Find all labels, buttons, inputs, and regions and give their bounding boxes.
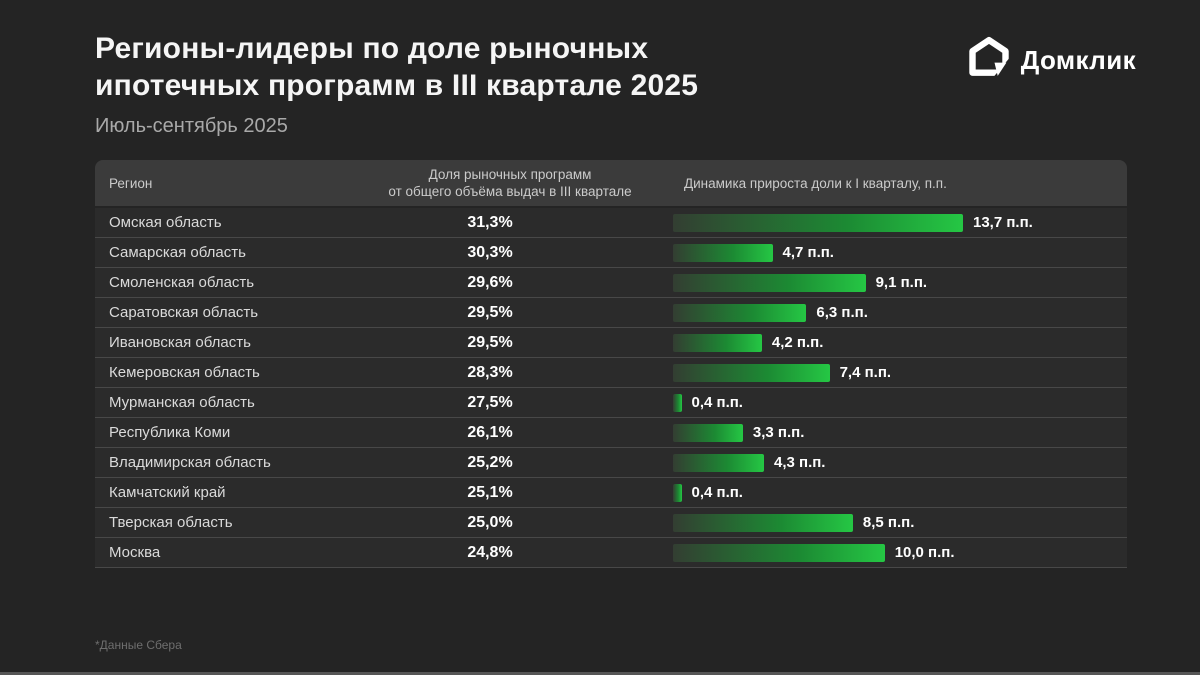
- share-value: 29,5%: [467, 333, 513, 351]
- delta-bar: [673, 273, 866, 292]
- share-value: 31,3%: [467, 213, 513, 231]
- region-name: Республика Коми: [109, 424, 231, 441]
- delta-bar: [673, 483, 682, 502]
- region-name: Ивановская область: [109, 334, 251, 351]
- column-header-region: Регион: [109, 175, 153, 191]
- region-name: Владимирская область: [109, 454, 271, 471]
- share-value: 28,3%: [467, 363, 513, 381]
- delta-bar: [673, 513, 853, 532]
- delta-bar: [673, 543, 885, 562]
- delta-bar-cell: 4,3 п.п.: [605, 453, 1127, 472]
- delta-value: 10,0 п.п.: [894, 544, 955, 561]
- delta-bar-cell: 0,4 п.п.: [605, 483, 1127, 502]
- delta-bar-cell: 0,4 п.п.: [605, 393, 1127, 412]
- table-row: Кемеровская область 28,3% 7,4 п.п.: [95, 358, 1127, 388]
- page-subtitle: Июль-сентябрь 2025: [95, 115, 288, 137]
- table-row: Смоленская область 29,6% 9,1 п.п.: [95, 268, 1127, 298]
- delta-bar-cell: 3,3 п.п.: [605, 423, 1127, 442]
- delta-bar: [673, 243, 773, 262]
- region-name: Смоленская область: [109, 274, 255, 291]
- region-name: Тверская область: [109, 514, 233, 531]
- region-name: Москва: [109, 544, 161, 561]
- share-value: 25,1%: [467, 483, 513, 501]
- column-header-dynamics: Динамика прироста доли к I кварталу, п.п…: [684, 175, 947, 191]
- delta-bar-cell: 10,0 п.п.: [605, 543, 1127, 562]
- table-row: Омская область 31,3% 13,7 п.п.: [95, 208, 1127, 238]
- table-row: Тверская область 25,0% 8,5 п.п.: [95, 508, 1127, 538]
- table-row: Владимирская область 25,2% 4,3 п.п.: [95, 448, 1127, 478]
- delta-bar: [673, 453, 764, 472]
- delta-bar: [673, 333, 762, 352]
- delta-bar: [673, 363, 830, 382]
- share-value: 27,5%: [467, 393, 513, 411]
- delta-value: 8,5 п.п.: [862, 514, 915, 531]
- delta-bar-cell: 4,7 п.п.: [605, 243, 1127, 262]
- delta-value: 4,7 п.п.: [782, 244, 834, 261]
- delta-value: 7,4 п.п.: [839, 364, 892, 381]
- region-name: Кемеровская область: [109, 364, 260, 381]
- region-name: Самарская область: [109, 244, 246, 261]
- delta-value: 4,2 п.п.: [771, 334, 824, 351]
- delta-bar-cell: 4,2 п.п.: [605, 333, 1127, 352]
- table-body: Омская область 31,3% 13,7 п.п. Самарская об…: [95, 208, 1127, 568]
- bottom-edge-line: [0, 672, 1200, 675]
- brand-name: Домклик: [1020, 45, 1136, 75]
- share-value: 25,2%: [467, 453, 513, 471]
- source-footnote: *Данные Сбера: [95, 638, 182, 652]
- delta-value: 0,4 п.п.: [691, 484, 743, 501]
- table-header: Регион Доля рыночных программ от общего …: [95, 160, 1127, 206]
- share-value: 29,5%: [467, 303, 513, 321]
- table-row: Самарская область 30,3% 4,7 п.п.: [95, 238, 1127, 268]
- region-name: Саратовская область: [109, 304, 259, 321]
- share-value: 29,6%: [467, 273, 513, 291]
- delta-value: 4,3 п.п.: [774, 454, 826, 471]
- region-name: Камчатский край: [109, 484, 226, 501]
- delta-bar: [673, 213, 963, 232]
- region-name: Мурманская область: [109, 394, 255, 411]
- delta-bar: [673, 393, 682, 412]
- domclick-house-cursor-icon: [967, 36, 1011, 85]
- table-row: Ивановская область 29,5% 4,2 п.п.: [95, 328, 1127, 358]
- table-row: Камчатский край 25,1% 0,4 п.п.: [95, 478, 1127, 508]
- page-title: Регионы-лидеры по доле рыночных ипотечны…: [95, 32, 699, 102]
- table-row: Мурманская область 27,5% 0,4 п.п.: [95, 388, 1127, 418]
- regions-table: Регион Доля рыночных программ от общего …: [95, 160, 1127, 568]
- share-value: 24,8%: [467, 543, 513, 561]
- delta-bar-cell: 13,7 п.п.: [605, 213, 1127, 232]
- delta-bar-cell: 9,1 п.п.: [605, 273, 1127, 292]
- delta-value: 9,1 п.п.: [875, 274, 928, 291]
- delta-bar: [673, 423, 743, 442]
- column-header-share: Доля рыночных программ от общего объёма …: [388, 167, 632, 199]
- delta-value: 13,7 п.п.: [973, 214, 1033, 231]
- delta-bar-cell: 6,3 п.п.: [605, 303, 1127, 322]
- region-name: Омская область: [109, 214, 222, 231]
- table-row: Саратовская область 29,5% 6,3 п.п.: [95, 298, 1127, 328]
- delta-value: 0,4 п.п.: [691, 394, 743, 411]
- delta-value: 3,3 п.п.: [752, 424, 805, 441]
- delta-bar-cell: 8,5 п.п.: [605, 513, 1127, 532]
- delta-bar: [673, 303, 807, 322]
- domclick-logo: Домклик: [967, 36, 1136, 85]
- delta-value: 6,3 п.п.: [816, 304, 868, 321]
- table-row: Москва 24,8% 10,0 п.п.: [95, 538, 1127, 568]
- share-value: 26,1%: [467, 423, 513, 441]
- share-value: 25,0%: [467, 513, 513, 531]
- table-row: Республика Коми 26,1% 3,3 п.п.: [95, 418, 1127, 448]
- share-value: 30,3%: [467, 243, 513, 261]
- delta-bar-cell: 7,4 п.п.: [605, 363, 1127, 382]
